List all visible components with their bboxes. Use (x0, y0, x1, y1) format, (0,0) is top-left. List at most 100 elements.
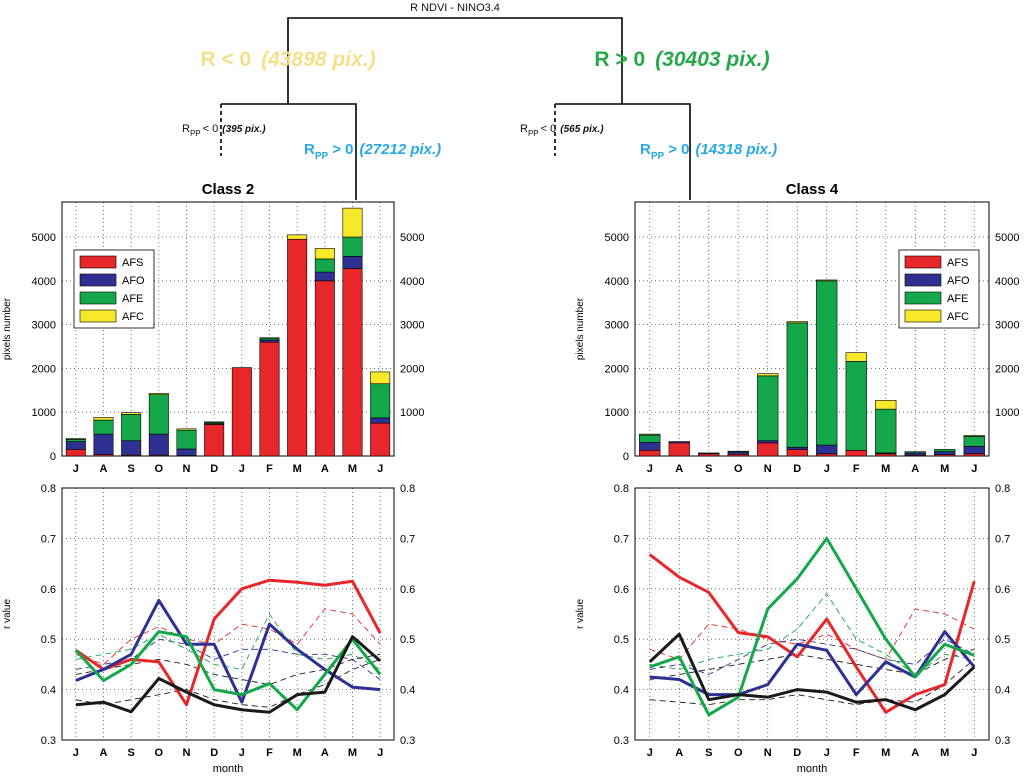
bar-afe (121, 414, 142, 441)
bar-afc (786, 321, 808, 324)
y-tick-label: 0.5 (614, 634, 629, 646)
line-chart-class4: 0.3 0.4 0.5 0.6 0.7 0.8 0.3 0.4 0.5 0.6 0.7 0.8 J A S O… (575, 483, 1010, 775)
bar-afe (904, 451, 926, 454)
legend-swatch-afe (904, 291, 942, 305)
x-tick-label: M (293, 463, 302, 475)
node-right-rpp-positive: RPP > 0 (14318 pix.) (640, 141, 777, 162)
y-tick-label: 0.6 (614, 584, 629, 596)
bar-afo (639, 442, 661, 451)
y-tick-label-right: 4000 (400, 276, 424, 288)
bar-afe (342, 236, 363, 257)
x-tick-label: N (183, 463, 191, 475)
bar-afe (816, 280, 838, 446)
legend-swatch-afo (79, 273, 117, 287)
y-tick-label: 5000 (605, 232, 629, 244)
bar-afc (342, 207, 363, 238)
bar-afs (757, 442, 779, 457)
y-tick-label-right: 0.4 (400, 685, 415, 697)
bar-afs (786, 449, 808, 457)
bar-afe (963, 435, 985, 447)
node-r-negative-count: (43898 pix.) (261, 48, 375, 71)
node-left-rpp-positive: RPP > 0 (27212 pix.) (304, 141, 441, 162)
bar-afe (934, 449, 956, 452)
x-tick-label: D (793, 463, 801, 475)
x-axis-label: month (213, 763, 244, 775)
bar-afc (148, 393, 169, 395)
bar-afe (786, 322, 808, 448)
bar-afo (342, 256, 363, 269)
root-label-bg (392, 0, 518, 14)
line-afe-dashed (75, 613, 381, 670)
bar-afc (370, 371, 391, 385)
y-tick-label: 3000 (32, 320, 56, 332)
y-tick-label: 0 (50, 451, 56, 463)
x-tick-label: J (647, 463, 653, 475)
y-tick-label: 0.3 (614, 735, 629, 747)
root-label: R NDVI - NINO3.4 (410, 2, 500, 14)
bar-afc (314, 248, 335, 260)
x-tick-label: J (824, 463, 830, 475)
x-tick-label: M (940, 463, 949, 475)
bar-afo (727, 451, 749, 455)
axes-frame (634, 201, 990, 457)
y-tick-label-right: 0.5 (400, 634, 415, 646)
bar-afc (816, 279, 838, 282)
y-tick-label-right: 4000 (995, 276, 1019, 288)
chart-title: Class 2 (202, 181, 255, 198)
y-tick-label-right: 2000 (400, 363, 424, 375)
x-tick-label: N (764, 747, 772, 759)
legend-swatch-afc (904, 309, 942, 323)
legend: AFS AFO AFE AFC (73, 249, 155, 329)
legend-label-afo: AFO (947, 275, 970, 287)
y-tick-label-right: 3000 (400, 320, 424, 332)
x-tick-label: A (321, 463, 329, 475)
y-tick-label-right: 0.3 (995, 735, 1010, 747)
bar-afc (757, 373, 779, 377)
y-tick-label: 0.5 (41, 634, 56, 646)
axes-frame (61, 201, 395, 457)
x-tick-label: J (377, 747, 383, 759)
bar-afe (875, 408, 897, 454)
bar-afe (148, 394, 169, 435)
x-tick-label: F (266, 463, 273, 475)
bar-chart-class4: Class 4 0 1000 2000 3000 4000 5000 1000 2000 3000… (575, 181, 1019, 475)
y-tick-label-right: 0.7 (995, 533, 1010, 545)
x-tick-label: A (911, 747, 919, 759)
y-tick-label: 0.4 (41, 685, 56, 697)
x-tick-label: O (734, 747, 743, 759)
bar-afe (93, 419, 114, 435)
y-tick-label: 5000 (32, 232, 56, 244)
line-afc (75, 635, 382, 714)
bar-afs (231, 367, 252, 457)
y-tick-label-right: 0.7 (400, 533, 415, 545)
chart-title: Class 4 (786, 181, 839, 198)
bar-afs (370, 422, 391, 457)
legend-label-afe: AFE (122, 293, 143, 305)
y-tick-label-right: 1000 (995, 407, 1019, 419)
bar-afe (757, 375, 779, 441)
line-afs (648, 553, 976, 714)
bar-afo (121, 440, 142, 456)
line-afs-dashed (649, 608, 975, 660)
x-tick-label: J (73, 463, 79, 475)
bar-afs (639, 450, 661, 457)
y-tick-label-right: 0.8 (400, 483, 415, 495)
bar-afe (727, 450, 749, 453)
legend-swatch-afc (79, 309, 117, 323)
line-afs (74, 578, 382, 707)
tree-lines (220, 17, 691, 200)
x-tick-label: J (239, 463, 245, 475)
bar-afo (904, 452, 926, 456)
y-tick-label-right: 2000 (995, 363, 1019, 375)
x-tick-label: O (155, 747, 164, 759)
legend: AFS AFO AFE AFC (898, 249, 980, 329)
bar-afc (845, 352, 867, 362)
y-tick-label-right: 0.5 (995, 634, 1010, 646)
y-axis-label: r value (575, 599, 586, 629)
legend-label-afs: AFS (122, 257, 143, 269)
bar-afo (668, 441, 690, 444)
node-r-negative: R < 0 (43898 pix.) (200, 48, 375, 71)
bar-afs (698, 453, 720, 457)
legend-swatch-afs (79, 255, 117, 269)
x-tick-label: O (734, 463, 743, 475)
